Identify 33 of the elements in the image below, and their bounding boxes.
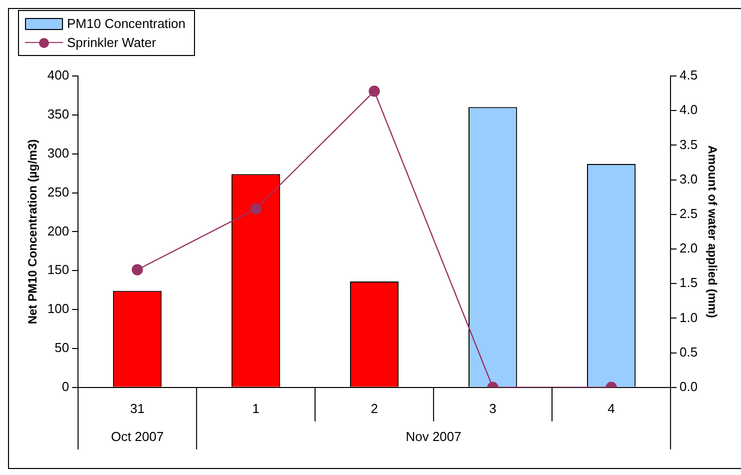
y2-tick-label: 3.5 <box>680 136 698 152</box>
y2-tick-label: 1.0 <box>680 310 698 325</box>
x-tick-label: 4 <box>608 400 615 416</box>
y-tick-label: 400 <box>47 68 70 83</box>
x-tick-label: 1 <box>252 400 260 416</box>
y2-axis-title: Amount of water applied (mm) <box>705 145 720 318</box>
x-tick-label: 3 <box>489 400 496 416</box>
y-tick-label: 100 <box>47 301 70 316</box>
y2-tick-label: 2.0 <box>680 240 698 256</box>
y-tick-label: 200 <box>47 223 70 238</box>
point <box>368 86 380 97</box>
y2-tick-label: 0.5 <box>680 344 698 360</box>
y2-tick-label: 3.0 <box>680 171 698 186</box>
legend-label: Sprinkler Water <box>67 35 156 50</box>
y2-tick-label: 4.0 <box>680 102 698 118</box>
point <box>132 264 143 276</box>
y-tick-label: 350 <box>47 106 70 122</box>
y2-tick-label: 4.5 <box>680 68 698 83</box>
x-tick-label: 31 <box>130 400 145 416</box>
y-tick-label: 0 <box>62 378 70 394</box>
y-axis-title: Net PM10 Concentration (µg/m3) <box>26 139 40 324</box>
text: Oct 2007 <box>110 428 164 444</box>
y-tick-label: 50 <box>54 340 70 356</box>
text: Nov 2007 <box>406 428 462 444</box>
y2-tick-label: 1.5 <box>680 275 698 290</box>
y-tick-label: 250 <box>47 184 70 200</box>
y-tick-label: 150 <box>47 262 70 278</box>
y2-tick-label: 2.5 <box>680 206 698 221</box>
point <box>250 203 262 214</box>
x-tick-label: 2 <box>370 400 378 416</box>
y2-tick-label: 0.0 <box>680 378 698 394</box>
y-tick-label: 300 <box>47 145 70 160</box>
legend-label: PM10 Concentration <box>67 16 186 31</box>
